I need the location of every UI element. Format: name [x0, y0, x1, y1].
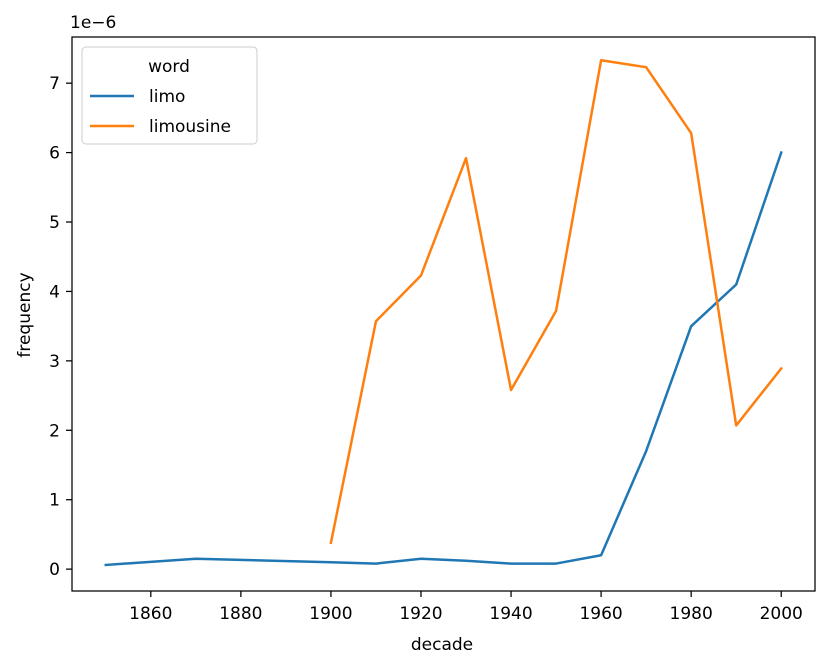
- y-axis-label: frequency: [15, 272, 35, 357]
- series-line-limousine: [329, 59, 783, 545]
- legend-label-limousine: limousine: [149, 117, 231, 137]
- x-tick-label: 1940: [489, 604, 532, 624]
- x-tick-label: 2000: [760, 604, 803, 624]
- y-tick-label: 1: [49, 491, 60, 511]
- ticks-layer: 1860 1880 1900 1920 1940 1960 1980 2000 0 1 2 3 4 5 6 7: [49, 74, 803, 624]
- y-tick-label: 5: [49, 213, 60, 233]
- y-tick-label: 7: [49, 74, 60, 94]
- x-tick-label: 1920: [399, 604, 442, 624]
- y-tick-label: 6: [49, 144, 60, 164]
- y-offset-label: 1e−6: [70, 13, 116, 33]
- legend: word limo limousine: [81, 46, 258, 145]
- x-axis-label: decade: [411, 635, 473, 655]
- x-tick-label: 1980: [670, 604, 713, 624]
- series-line-limo: [104, 151, 783, 567]
- legend-box: [81, 46, 258, 145]
- x-tick-label: 1900: [309, 604, 352, 624]
- legend-title: word: [148, 57, 190, 77]
- lines-layer: [104, 59, 783, 567]
- y-tick-label: 3: [49, 352, 60, 372]
- x-tick-label: 1960: [579, 604, 622, 624]
- plot-frame: [71, 36, 816, 592]
- y-tick-label: 0: [49, 560, 60, 580]
- y-tick-label: 4: [49, 282, 60, 302]
- x-tick-label: 1860: [129, 604, 172, 624]
- legend-label-limo: limo: [149, 87, 185, 107]
- y-tick-label: 2: [49, 421, 60, 441]
- x-tick-label: 1880: [219, 604, 262, 624]
